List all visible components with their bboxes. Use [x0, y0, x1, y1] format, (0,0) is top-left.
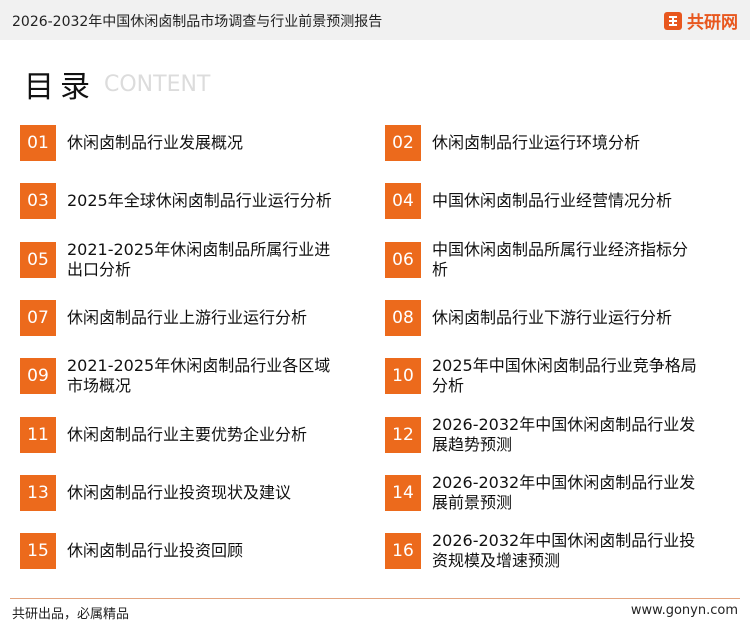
contents-item: 10 2025年中国休闲卤制品行业竞争格局分析: [385, 351, 715, 401]
item-number: 03: [20, 183, 56, 220]
contents-item: 03 2025年全球休闲卤制品行业运行分析: [20, 176, 350, 226]
item-text: 休闲卤制品行业上游行业运行分析: [67, 307, 308, 327]
item-number: 12: [385, 416, 421, 453]
report-title: 2026-2032年中国休闲卤制品市场调查与行业前景预测报告: [12, 14, 383, 30]
item-number: 09: [20, 358, 56, 395]
item-number: 14: [385, 474, 421, 511]
footer-rule: [10, 598, 740, 599]
item-text: 休闲卤制品行业主要优势企业分析: [67, 424, 308, 444]
item-text: 2021-2025年休闲卤制品所属行业进出口分析: [67, 239, 331, 279]
contents-item: 15 休闲卤制品行业投资回顾: [20, 526, 350, 576]
item-number: 04: [385, 183, 421, 220]
item-text: 休闲卤制品行业发展概况: [67, 133, 244, 152]
item-number: 07: [20, 299, 56, 336]
header-bar: 2026-2032年中国休闲卤制品市场调查与行业前景预测报告 共研网: [0, 0, 750, 40]
contents-item: 08 休闲卤制品行业下游行业运行分析: [385, 293, 715, 343]
item-text: 中国休闲卤制品行业经营情况分析: [432, 191, 673, 211]
item-number: 08: [385, 299, 421, 336]
item-text: 2025年中国休闲卤制品行业竞争格局分析: [432, 356, 697, 396]
logo-icon: [664, 11, 682, 30]
contents-item: 09 2021-2025年休闲卤制品行业各区域市场概况: [20, 351, 350, 401]
logo: 共研网: [663, 8, 738, 33]
item-text: 中国休闲卤制品所属行业经济指标分析: [432, 239, 689, 279]
item-number: 10: [385, 358, 421, 395]
contents-item: 12 2026-2032年中国休闲卤制品行业发展趋势预测: [385, 410, 715, 460]
item-text: 2026-2032年中国休闲卤制品行业投资规模及增速预测: [432, 531, 696, 571]
item-text: 2026-2032年中国休闲卤制品行业发展趋势预测: [432, 414, 696, 454]
contents-item: 14 2026-2032年中国休闲卤制品行业发展前景预测: [385, 468, 715, 518]
item-number: 05: [20, 241, 56, 278]
logo-text: 共研网: [687, 13, 738, 33]
item-text: 2021-2025年休闲卤制品行业各区域市场概况: [67, 356, 331, 396]
item-text: 休闲卤制品行业投资回顾: [67, 541, 244, 561]
section-title: 目录: [24, 70, 96, 105]
contents-item: 07 休闲卤制品行业上游行业运行分析: [20, 293, 350, 343]
item-number: 16: [385, 533, 421, 570]
item-number: 15: [20, 533, 56, 570]
section-subtitle: CONTENT: [104, 72, 211, 97]
contents-item: 01 休闲卤制品行业发展概况: [20, 118, 350, 168]
contents-item: 02 休闲卤制品行业运行环境分析: [385, 118, 715, 168]
item-text: 休闲卤制品行业投资现状及建议: [67, 482, 292, 502]
contents-item: 13 休闲卤制品行业投资现状及建议: [20, 468, 350, 518]
item-number: 13: [20, 474, 56, 511]
item-number: 01: [20, 125, 56, 161]
item-number: 02: [385, 125, 421, 161]
item-number: 06: [385, 241, 421, 278]
contents-item: 04 中国休闲卤制品行业经营情况分析: [385, 176, 715, 226]
contents-item: 05 2021-2025年休闲卤制品所属行业进出口分析: [20, 235, 350, 285]
contents-item: 06 中国休闲卤制品所属行业经济指标分析: [385, 235, 715, 285]
footer-slogan: 共研出品，必属精品: [12, 607, 130, 622]
item-number: 11: [20, 416, 56, 453]
item-text: 2025年全球休闲卤制品行业运行分析: [67, 191, 332, 211]
item-text: 休闲卤制品行业运行环境分析: [432, 133, 641, 152]
contents-item: 16 2026-2032年中国休闲卤制品行业投资规模及增速预测: [385, 526, 715, 576]
item-text: 2026-2032年中国休闲卤制品行业发展前景预测: [432, 472, 696, 512]
item-text: 休闲卤制品行业下游行业运行分析: [432, 307, 673, 327]
contents-item: 11 休闲卤制品行业主要优势企业分析: [20, 410, 350, 460]
footer-url: www.gonyn.com: [630, 603, 738, 618]
